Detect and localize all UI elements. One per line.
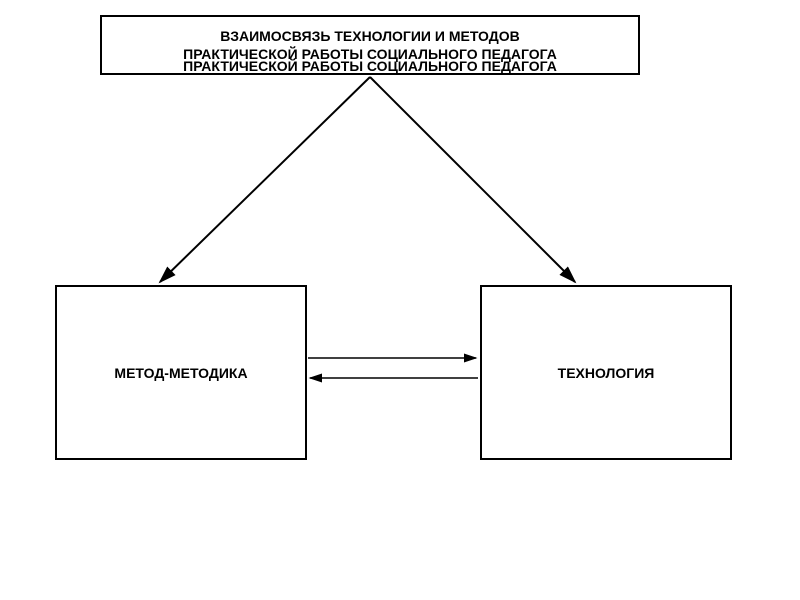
title-line-1: ВЗАИМОСВЯЗЬ ТЕХНОЛОГИИ И МЕТОДОВ [220, 28, 519, 44]
right-box-label: ТЕХНОЛОГИЯ [558, 365, 655, 381]
left-box-label: МЕТОД-МЕТОДИКА [114, 365, 247, 381]
overlap-text: ПРАКТИЧЕСКОЙ РАБОТЫ СОЦИАЛЬНОГО ПЕДАГОГА [100, 58, 640, 74]
diagonal-arrow-left [160, 77, 370, 282]
left-box: МЕТОД-МЕТОДИКА [55, 285, 307, 460]
diagonal-arrow-right [370, 77, 575, 282]
right-box: ТЕХНОЛОГИЯ [480, 285, 732, 460]
